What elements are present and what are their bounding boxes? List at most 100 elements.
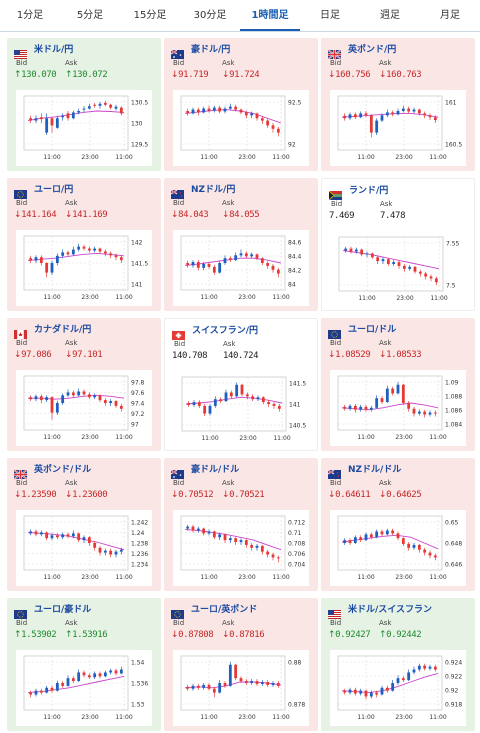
bid-price: 1.23590 (21, 490, 57, 500)
candlestick-chart[interactable]: 7.55 7.5 11:00 23:00 11:00 (331, 231, 467, 307)
currency-pair-link[interactable]: 豪ドル/ドル (191, 464, 240, 475)
currency-card[interactable]: スイスフラン/円 Bid Ask 140.708 140.724 141.5 141 140.… (164, 318, 318, 451)
candle-body (109, 401, 113, 403)
tab-timeframe[interactable]: 30分足 (193, 10, 227, 21)
currency-pair-link[interactable]: NZドル/円 (191, 184, 236, 195)
currency-pair-link[interactable]: 英ポンド/円 (348, 44, 397, 55)
candle-body (277, 405, 281, 409)
candle-body (196, 685, 200, 688)
candlestick-chart[interactable]: 97.8 97.6 97.4 97.2 97 11:00 23:00 11:00 (16, 370, 152, 446)
candle-body (39, 117, 43, 120)
tab-timeframe[interactable]: 日足 (320, 10, 340, 21)
candle-body (385, 530, 389, 535)
moving-average-line (341, 402, 439, 411)
y-tick-label: 141.5 (289, 381, 306, 388)
candle-body (245, 394, 249, 397)
moving-average-line (342, 250, 440, 270)
candle-body (380, 687, 384, 695)
candle-body (66, 392, 70, 396)
currency-pair-link[interactable]: 米ドル/円 (34, 44, 74, 55)
ask-label: Ask (379, 479, 392, 487)
candle-body (239, 678, 243, 682)
currency-card[interactable]: ユーロ/英ポンド Bid Ask ↓0.87808 ↓0.87816 0.88 0.878 1… (164, 598, 318, 731)
currency-card[interactable]: NZドル/ドル Bid Ask ↓0.64611 ↓0.64625 0.65 0.648 0.… (321, 458, 475, 591)
candlestick-chart[interactable]: 141.5 141 140.5 11:00 23:00 11:00 (174, 371, 310, 447)
bid-trend-arrow: ↑ (14, 630, 22, 640)
y-tick-label: 0.712 (288, 520, 305, 527)
currency-pair-link[interactable]: ユーロ/ドル (348, 324, 397, 335)
x-tick-label: 23:00 (395, 574, 412, 581)
currency-card[interactable]: カナダドル/円 Bid Ask ↓97.086 ↓97.101 97.8 97.6 97.4 9… (7, 318, 161, 451)
candle-body (417, 109, 421, 114)
currency-pair-link[interactable]: ユーロ/豪ドル (34, 604, 92, 615)
candlestick-chart[interactable]: 0.924 0.922 0.92 0.918 11:00 23:00 11:00 (330, 650, 466, 726)
candle-body (234, 538, 238, 543)
candlestick-chart[interactable]: 0.65 0.648 0.646 11:00 23:00 11:00 (330, 510, 466, 586)
currency-pair-link[interactable]: カナダドル/円 (34, 324, 92, 335)
currency-card[interactable]: ユーロ/ドル Bid Ask ↓1.08529 ↓1.08533 1.09 1.088 1.0… (321, 318, 475, 451)
currency-card[interactable]: NZドル/円 Bid Ask ↓84.043 ↓84.055 84.6 84.4 84.2 84… (164, 178, 318, 311)
ask-trend-arrow: ↓ (222, 210, 230, 220)
candle-body (202, 108, 206, 113)
ask-price: 0.92442 (386, 630, 422, 640)
currency-pair-link[interactable]: ランド/円 (349, 185, 389, 196)
candlestick-chart[interactable]: 1.54 1.536 1.53 11:00 23:00 11:00 (16, 650, 152, 726)
candle-body (186, 111, 190, 114)
y-tick-label: 1.09 (445, 380, 459, 387)
moving-average-line (27, 252, 125, 262)
currency-card[interactable]: 英ポンド/円 Bid Ask ↓160.756 ↓160.763 161 160.5 11:0… (321, 38, 475, 171)
currency-card[interactable]: 豪ドル/ドル Bid Ask ↓0.70512 ↓0.70521 0.712 0.71 0.7… (164, 458, 318, 591)
currency-pair-link[interactable]: ユーロ/円 (34, 184, 74, 195)
currency-card[interactable]: 米ドル/円 Bid Ask ↑130.070 ↑130.072 130.5 130 129.5… (7, 38, 161, 171)
candle-body (369, 534, 373, 538)
currency-pair-link[interactable]: 米ドル/スイスフラン (348, 604, 433, 615)
currency-card[interactable]: ユーロ/豪ドル Bid Ask ↑1.53902 ↑1.53916 1.54 1.536 1.… (7, 598, 161, 731)
tab-timeframe[interactable]: 1分足 (16, 10, 44, 21)
candle-body (402, 265, 406, 269)
bid-price: 1.08529 (335, 350, 371, 360)
y-tick-label: 140.5 (289, 423, 306, 430)
candlestick-chart[interactable]: 84.6 84.4 84.2 84 11:00 23:00 11:00 (173, 230, 309, 306)
candlestick-chart[interactable]: 142 141.5 141 11:00 23:00 11:00 (16, 230, 152, 306)
candle-body (359, 690, 363, 694)
tab-timeframe[interactable]: 月足 (440, 10, 460, 21)
candle-body (82, 672, 86, 676)
candle-body (433, 666, 437, 670)
tab-timeframe[interactable]: 5分足 (76, 10, 104, 21)
candlestick-chart[interactable]: 1.242 1.24 1.238 1.236 1.234 11:00 23:00 11:00 (16, 510, 152, 586)
candlestick-chart[interactable]: 1.09 1.088 1.086 1.084 11:00 23:00 11:00 (330, 370, 466, 446)
currency-card[interactable]: 米ドル/スイスフラン Bid Ask ↑0.92427 ↑0.92442 0.924 0.9… (321, 598, 475, 731)
candlestick-chart[interactable]: 92.5 92 11:00 23:00 11:00 (173, 90, 309, 166)
tab-timeframe[interactable]: 15分足 (133, 10, 167, 21)
currency-card[interactable]: ユーロ/円 Bid Ask ↓141.164 ↓141.169 142 141.5 141 11… (7, 178, 161, 311)
tab-timeframe[interactable]: 1時間足 (240, 0, 300, 31)
tab-timeframe[interactable]: 週足 (380, 10, 400, 21)
currency-card[interactable]: 英ポンド/ドル Bid Ask ↓1.23590 ↓1.23600 1.242 1.24 1.… (7, 458, 161, 591)
candle-body (266, 263, 270, 266)
y-tick-label: 97.4 (131, 401, 145, 408)
ask-price: 97.101 (72, 350, 103, 360)
ask-price: 0.64625 (386, 490, 422, 500)
candlestick-chart[interactable]: 161 160.5 11:00 23:00 11:00 (330, 90, 466, 166)
currency-card[interactable]: ランド/円 Bid Ask 7.469 7.478 7.55 7.5 11:00 23:00 11… (321, 178, 475, 311)
candle-body (343, 690, 347, 693)
candle-body (55, 255, 59, 263)
candlestick-chart[interactable]: 0.88 0.878 11:00 23:00 11:00 (173, 650, 309, 726)
currency-pair-link[interactable]: ユーロ/英ポンド (191, 604, 258, 615)
candle-body (98, 547, 102, 553)
candlestick-chart[interactable]: 0.712 0.71 0.708 0.706 0.704 11:00 23:00 11:00 (173, 510, 309, 586)
ask-price: 0.70521 (229, 490, 265, 500)
currency-pair-link[interactable]: スイスフラン/円 (192, 325, 259, 336)
y-tick-label: 141 (131, 282, 143, 289)
y-tick-label: 141.5 (131, 261, 148, 268)
currency-card[interactable]: 豪ドル/円 Bid Ask ↓91.719 ↓91.724 92.5 92 11:00 23:0… (164, 38, 318, 171)
ask-price: 130.072 (72, 70, 108, 80)
currency-pair-link[interactable]: NZドル/ドル (348, 464, 402, 475)
currency-pair-link[interactable]: 豪ドル/円 (191, 44, 231, 55)
candlestick-chart[interactable]: 130.5 130 129.5 11:00 23:00 11:00 (16, 90, 152, 166)
plot-frame (337, 655, 443, 711)
candle-body (98, 103, 102, 106)
currency-pair-link[interactable]: 英ポンド/ドル (34, 464, 92, 475)
nz-flag-icon (170, 184, 184, 199)
candle-body (244, 253, 248, 257)
